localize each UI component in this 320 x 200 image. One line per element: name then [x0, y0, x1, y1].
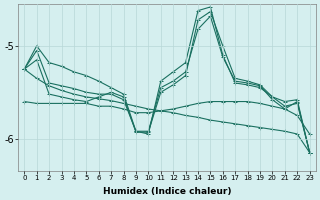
X-axis label: Humidex (Indice chaleur): Humidex (Indice chaleur) [103, 187, 231, 196]
